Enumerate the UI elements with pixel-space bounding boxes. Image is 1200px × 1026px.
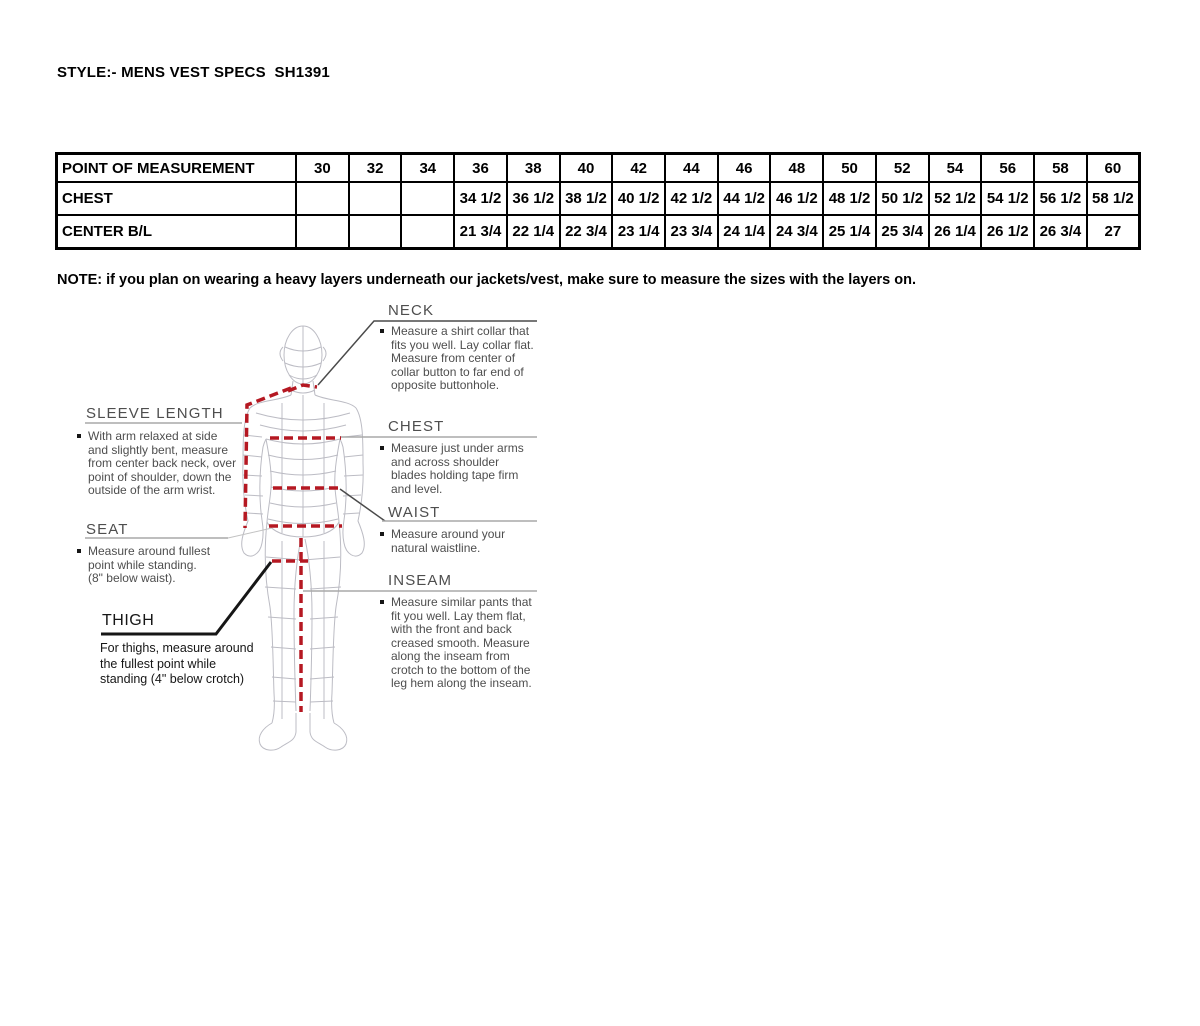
size-cell [295,214,350,250]
size-cell [347,214,403,250]
body-wireframe-figure [241,325,365,751]
column-header-size: 54 [927,152,983,183]
sleeve-measure-line [243,386,292,529]
size-cell: 27 [1085,214,1141,250]
size-cell: 23 1/4 [611,214,667,250]
bullet-square-icon [380,446,384,450]
bullet-square-icon [77,434,81,438]
column-header-size: 58 [1033,152,1088,183]
section-heading-chest: CHEST [388,418,445,435]
section-heading-waist: WAIST [388,504,441,521]
table-row: CHEST 34 1/2 36 1/2 38 1/2 40 1/2 42 1/2 44 1/… [55,181,1141,216]
section-text-sleeve-length: With arm relaxed at side and slightly be… [88,429,237,497]
size-cell: 50 1/2 [874,181,930,216]
size-cell [400,181,456,216]
column-header-size: 46 [716,152,772,183]
section-text-waist: Measure around your natural waistline. [391,527,506,555]
size-cell: 26 3/4 [1033,214,1088,250]
column-header-size: 48 [769,152,825,183]
size-cell: 24 3/4 [769,214,825,250]
column-header-size: 44 [664,152,719,183]
size-cell: 36 1/2 [505,181,561,216]
section-sleeve-length: With arm relaxed at side and slightly be… [77,429,239,498]
size-table: POINT OF MEASUREMENT 30 32 34 36 38 40 42 44 46 48… [55,152,1141,250]
size-cell: 24 1/4 [716,214,772,250]
section-heading-sleeve-length: SLEEVE LENGTH [86,405,224,422]
size-cell: 26 1/2 [980,214,1036,250]
column-header-size: 50 [822,152,877,183]
section-text-thigh: For thighs, measure around the fullest p… [100,641,254,686]
size-cell [400,214,456,250]
section-text-inseam: Measure similar pants that fit you well.… [391,595,532,690]
section-waist: Measure around your natural waistline. [380,527,532,555]
size-cell: 34 1/2 [453,181,508,216]
size-cell: 58 1/2 [1085,181,1141,216]
size-cell: 54 1/2 [980,181,1036,216]
column-header-size: 56 [980,152,1036,183]
section-chest: Measure just under arms and across shoul… [380,441,532,496]
note-text: NOTE: if you plan on wearing a heavy lay… [57,272,917,288]
size-cell: 25 1/4 [822,214,877,250]
column-header-size: 60 [1085,152,1141,183]
section-heading-seat: SEAT [86,521,129,538]
neck-connector-line [317,320,537,386]
section-heading-thigh: THIGH [102,612,155,629]
size-cell: 44 1/2 [716,181,772,216]
column-header-point-of-measurement: POINT OF MEASUREMENT [55,152,297,183]
size-cell: 56 1/2 [1033,181,1088,216]
size-table-body: CHEST 34 1/2 36 1/2 38 1/2 40 1/2 42 1/2 44 1/… [55,181,1141,250]
size-cell: 48 1/2 [822,181,877,216]
section-text-seat: Measure around fullest point while stand… [88,544,211,585]
section-thigh: For thighs, measure around the fullest p… [100,641,262,688]
table-row: CENTER B/L 21 3/4 22 1/4 22 3/4 23 1/4 23 3/4… [55,214,1141,250]
table-header-row: POINT OF MEASUREMENT 30 32 34 36 38 40 42 44 46 48… [55,152,1141,183]
label-connector-lines [85,320,537,636]
size-cell: 22 3/4 [558,214,614,250]
column-header-size: 34 [400,152,456,183]
size-cell: 42 1/2 [664,181,719,216]
size-cell: 46 1/2 [769,181,825,216]
column-header-size: 38 [505,152,561,183]
section-inseam: Measure similar pants that fit you well.… [380,595,544,691]
column-header-size: 32 [347,152,403,183]
column-header-size: 30 [295,152,350,183]
size-cell: 23 3/4 [664,214,719,250]
section-neck: Measure a shirt collar that fits you wel… [380,324,544,393]
page-title: STYLE:- MENS VEST SPECS SH1391 [57,64,330,81]
bullet-square-icon [77,549,81,553]
size-cell: 40 1/2 [611,181,667,216]
row-label: CHEST [55,181,297,216]
size-cell: 52 1/2 [927,181,983,216]
row-label: CENTER B/L [55,214,297,250]
section-heading-inseam: INSEAM [388,572,453,589]
section-text-chest: Measure just under arms and across shoul… [391,441,524,496]
bullet-square-icon [380,600,384,604]
waist-connector-line [339,488,386,522]
size-cell [347,181,403,216]
column-header-size: 52 [874,152,930,183]
bullet-square-icon [380,329,384,333]
bullet-square-icon [380,532,384,536]
thigh-connector-line [101,561,273,636]
measurement-dashed-lines [243,383,342,712]
seat-connector-line [227,527,273,539]
column-header-size: 42 [611,152,667,183]
section-seat: Measure around fullest point while stand… [77,544,217,586]
body-diagram-svg [85,320,537,751]
size-cell: 22 1/4 [505,214,561,250]
neck-measure-line [287,383,318,393]
section-text-neck: Measure a shirt collar that fits you wel… [391,324,534,392]
column-header-size: 40 [558,152,614,183]
size-table-head: POINT OF MEASUREMENT 30 32 34 36 38 40 42 44 46 48… [55,152,1141,183]
size-cell: 38 1/2 [558,181,614,216]
section-heading-neck: NECK [388,302,435,319]
size-cell [295,181,350,216]
size-cell: 25 3/4 [874,214,930,250]
size-cell: 21 3/4 [453,214,508,250]
size-cell: 26 1/4 [927,214,983,250]
column-header-size: 36 [453,152,508,183]
